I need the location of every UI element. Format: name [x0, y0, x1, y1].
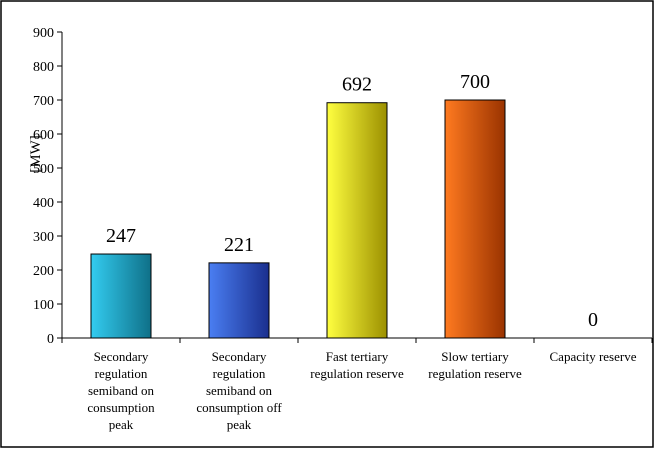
- category-label: Slow tertiary: [441, 349, 509, 364]
- category-label: regulation: [95, 366, 148, 381]
- y-tick-label: 400: [33, 196, 54, 211]
- y-axis-ticks: 0 100 200 300 400 500 600 700 800 900: [33, 26, 62, 347]
- category-label: Secondary: [212, 349, 267, 364]
- bars: [61, 99, 653, 343]
- category-label: Fast tertiary: [326, 349, 389, 364]
- category-label: semiband on: [88, 383, 155, 398]
- category-label: consumption: [87, 400, 155, 415]
- category-label: semiband on: [206, 383, 273, 398]
- data-label: 0: [588, 309, 598, 331]
- data-label: 221: [224, 234, 254, 256]
- y-tick-label: 600: [33, 128, 54, 143]
- data-label: 692: [342, 74, 372, 96]
- bar: [444, 99, 506, 339]
- category-labels: Secondary regulation semiband on consumptio…: [87, 349, 636, 432]
- bar: [90, 253, 152, 339]
- bar: [208, 262, 270, 339]
- data-label: 700: [460, 71, 490, 93]
- category-label: peak: [227, 417, 252, 432]
- category-label: consumption off: [196, 400, 282, 415]
- bar: [326, 102, 388, 339]
- y-tick-label: 300: [33, 230, 54, 245]
- data-labels: 247 221 692 700 0: [106, 71, 598, 331]
- y-tick-label: 200: [33, 264, 54, 279]
- category-label: peak: [109, 417, 134, 432]
- category-label: Secondary: [94, 349, 149, 364]
- y-tick-label: 0: [47, 332, 54, 347]
- y-axis-title: [MW]: [28, 135, 44, 173]
- category-label: Capacity reserve: [550, 349, 637, 364]
- y-tick-label: 100: [33, 298, 54, 313]
- y-tick-label: 900: [33, 26, 54, 41]
- y-tick-label: 500: [33, 162, 54, 177]
- data-label: 247: [106, 225, 136, 247]
- y-tick-label: 800: [33, 60, 54, 75]
- y-tick-label: 700: [33, 94, 54, 109]
- category-label: regulation: [213, 366, 266, 381]
- category-label: regulation reserve: [428, 366, 522, 381]
- category-label: regulation reserve: [310, 366, 404, 381]
